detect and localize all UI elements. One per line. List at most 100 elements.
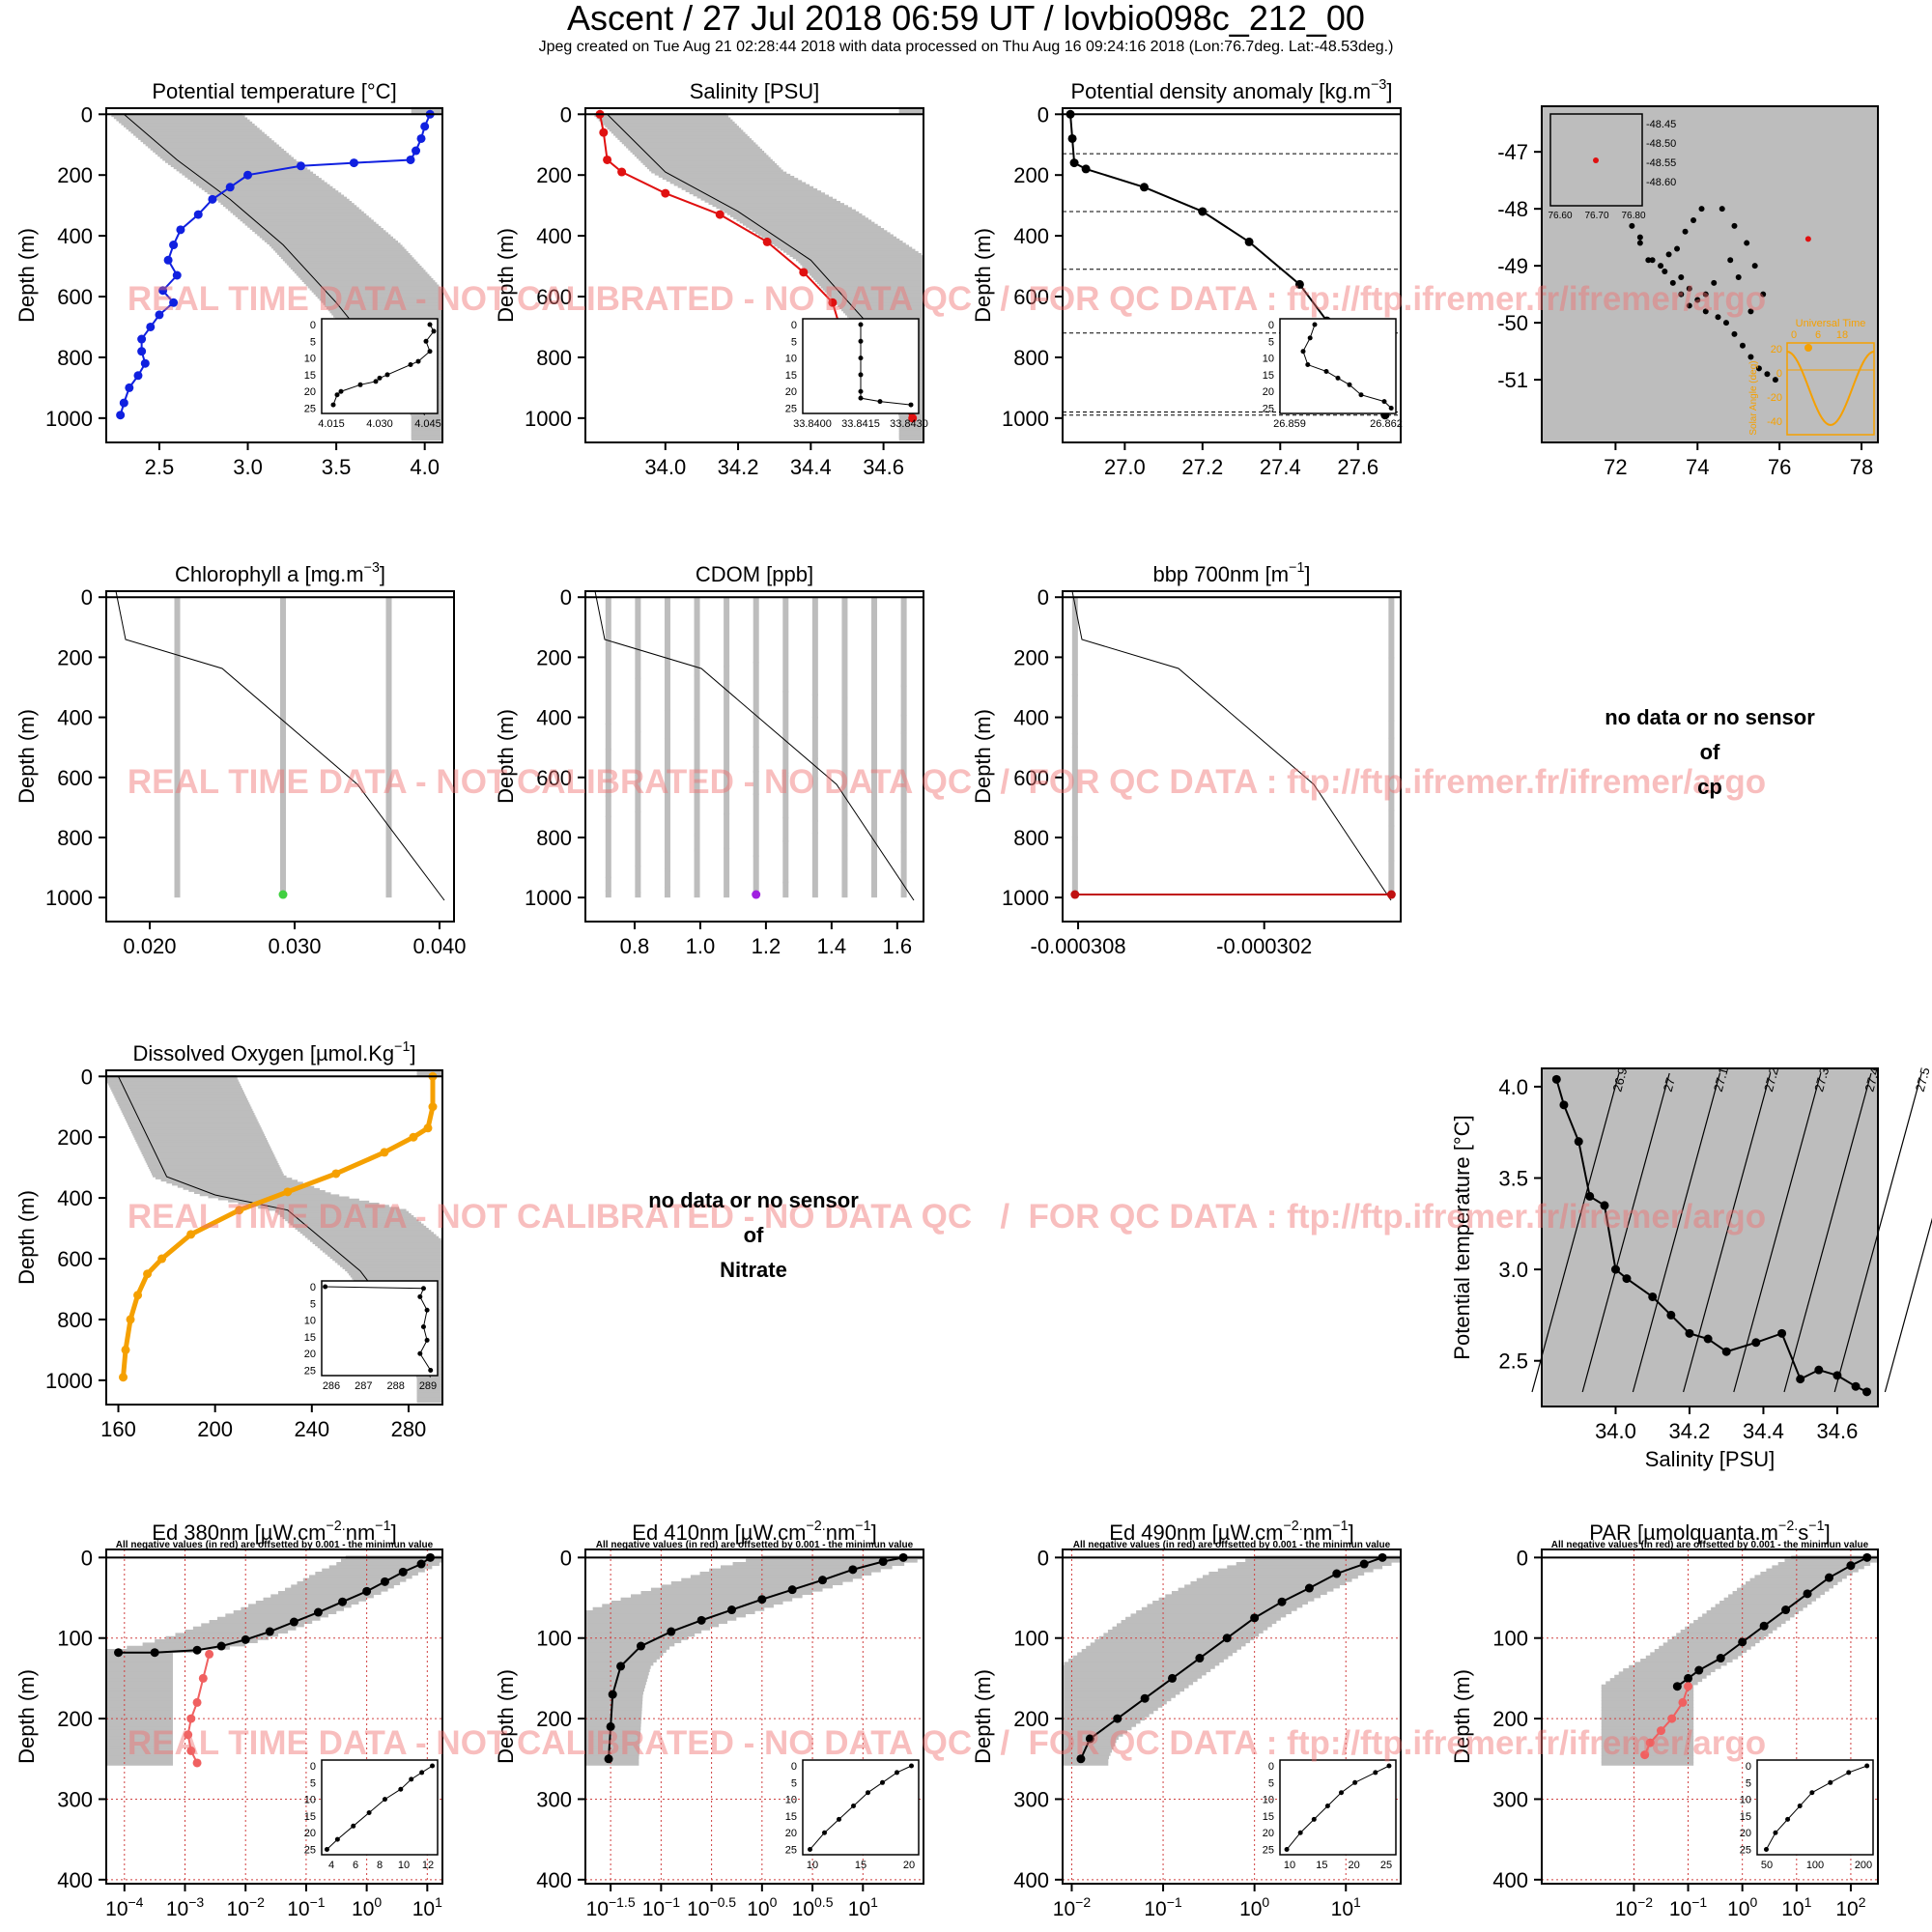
par-point [1672,1682,1682,1691]
oxy-point [186,1230,196,1239]
oxy-point [283,1187,293,1197]
temp-point [243,170,253,180]
par-inset-point [1773,1830,1778,1835]
par-inset-xtick-label: 200 [1855,1860,1872,1871]
ed380-inset-point [334,1836,340,1842]
ts-point [1751,1338,1761,1348]
temp-point [146,322,156,331]
ed490-point [1332,1569,1342,1578]
oxy-point [143,1269,153,1279]
cdom-cloud-dot [841,832,848,838]
temp-inset-point [423,338,429,344]
dens-inset-line [1302,324,1392,409]
ed380-ytick-label: 200 [57,1707,93,1731]
cdom-cloud-dot [871,853,878,860]
cdom-point [752,890,761,899]
cdom-cloud-dot [811,775,818,781]
temp-inset-ytick-label: 25 [304,404,316,415]
map-ytick-label: -48 [1497,197,1528,221]
temp-ytick-label: 800 [57,346,93,370]
nodata-cp-line2: of [1699,740,1720,764]
sal-inset-xtick-label: 33.8415 [841,418,880,430]
dens-ylabel: Depth (m) [971,228,995,323]
sal-inset-point [858,322,864,327]
bbp-cloud-dot [1388,718,1395,724]
temp-point [176,225,185,235]
ts-isopycnal [1683,1072,1772,1393]
ed410-ytick-label: 100 [536,1627,572,1651]
ed410-point [604,1754,613,1764]
par-inset-ytick-label: 15 [1740,1811,1751,1823]
oxy-point [428,1102,438,1112]
ed410-point [608,1690,617,1699]
temp-ylabel: Depth (m) [14,228,39,323]
nodata-nitrate-line3: Nitrate [720,1258,787,1282]
oxy-xtick-label: 280 [391,1417,427,1441]
bbp-cloud-dot [1388,858,1395,865]
ed490-point [1168,1673,1178,1683]
chl-reference-line [115,590,445,901]
cdom-reference-line [594,590,915,901]
page-subtitle: Jpeg created on Tue Aug 21 02:28:44 2018… [538,39,1394,55]
oxy-inset-xtick-label: 286 [323,1380,340,1392]
cdom-cloud-dot [694,773,700,780]
oxy-ylabel: Depth (m) [14,1190,39,1285]
chl-ytick-label: 800 [57,826,93,850]
ed490-xtick-label: 100 [1239,1894,1269,1920]
chl-cloud-dot [280,735,286,742]
temp-point [193,210,203,219]
ed490-inset-point [1339,1790,1345,1796]
ed380-title: Ed 380nm [µW.cm−2.nm−1] [152,1519,396,1545]
oxy-ytick-label: 800 [57,1308,93,1332]
map-point [1678,273,1685,280]
ed410-inset-point [851,1804,856,1809]
ed490-point [1076,1754,1086,1764]
chl-cloud-dot [280,654,286,661]
par-title: PAR [µmolquanta.m−2.s−1] [1589,1519,1830,1545]
ed380-xtick-label: 10−1 [287,1894,326,1920]
oxy-point [121,1345,130,1354]
ed410-inset-xtick-label: 10 [807,1860,818,1871]
ed410-inset-xtick-label: 20 [903,1860,915,1871]
chl-cloud-dot [174,693,181,699]
sal-ytick-label: 600 [536,285,572,309]
ts-frame [1541,1067,1879,1407]
ed380-inset-point [324,1847,329,1853]
temp-point [133,371,143,381]
ed380-point [416,1559,426,1569]
ed410-point [606,1721,615,1731]
ed490-inset-xtick-label: 20 [1349,1860,1360,1871]
cdom-cloud-dot [782,838,789,844]
dens-inset-point [1307,335,1313,341]
dens-point [1139,183,1149,192]
ed380-inset-ytick-label: 15 [304,1811,316,1823]
temp-frame [105,107,443,443]
temp-inset-xtick-label: 4.030 [366,418,393,430]
chl-cloud-dot [174,744,181,751]
cdom-cloud-dot [635,889,641,895]
ed380-ytick-label: 0 [81,1546,93,1570]
ed380-point [241,1634,250,1644]
bbp-ytick-label: 400 [1013,706,1049,730]
ed410-point [878,1557,888,1567]
dens-xtick-label: 27.2 [1181,455,1223,479]
ts-point [1551,1074,1561,1084]
dens-inset-point [1335,375,1341,381]
sun-inset-ytick-label: 20 [1771,344,1782,355]
ed380-point [289,1617,298,1627]
chl-ytick-label: 200 [57,645,93,669]
temp-ytick-label: 600 [57,285,93,309]
cdom-ytick-label: 600 [536,766,572,790]
par-point [1684,1673,1693,1683]
par-point [1667,1714,1677,1723]
bbp-cloud-dot [1388,807,1395,813]
ed410-title: Ed 410nm [µW.cm−2.nm−1] [632,1519,876,1545]
ed490-inset-xtick-label: 10 [1284,1860,1295,1871]
par-point [1694,1665,1704,1675]
ed380-point [184,1730,193,1740]
cdom-cloud-dot [635,809,641,815]
ed410-inset-ytick-label: 15 [785,1811,797,1823]
par-xtick-label: 10−2 [1615,1894,1654,1920]
oxy-inset-xtick-label: 287 [355,1380,372,1392]
sal-xtick-label: 34.0 [644,455,686,479]
